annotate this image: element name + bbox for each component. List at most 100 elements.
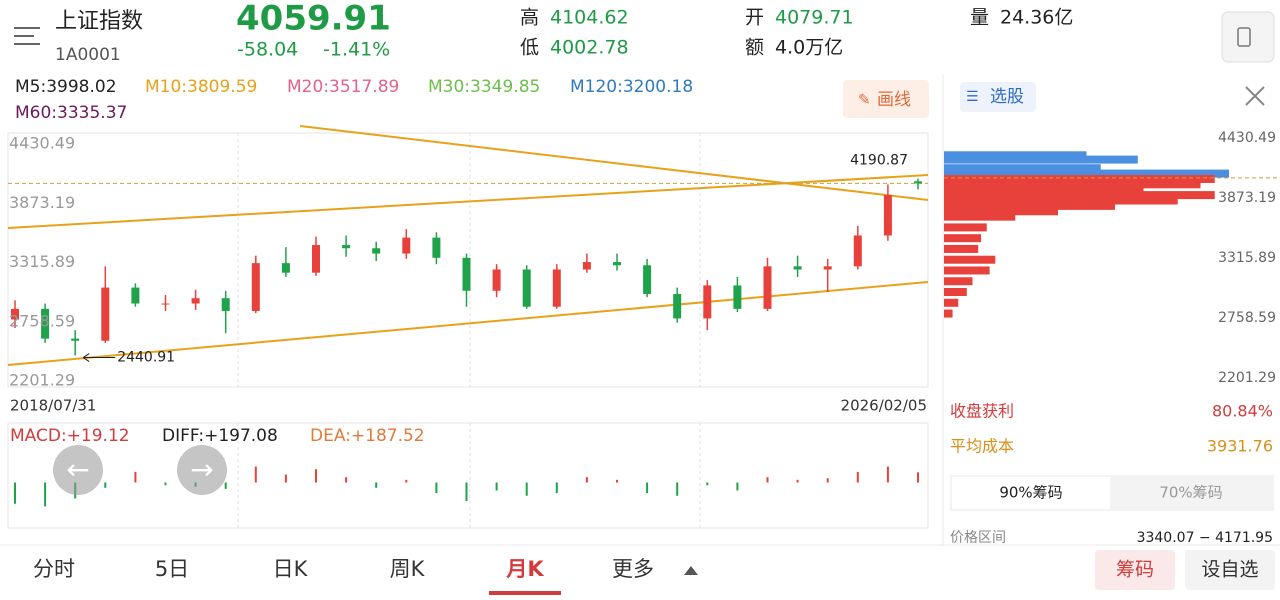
draw-label: 画线: [877, 90, 911, 110]
ma-label: M20:3517.89: [287, 77, 399, 97]
macd-bar: [525, 482, 528, 496]
watch-button[interactable]: [1185, 550, 1275, 590]
ma-label: M5:3998.02: [15, 77, 117, 97]
candle-body: [793, 266, 802, 270]
low-annotation: 2440.91: [117, 350, 175, 366]
range: 3340.07 − 4171.95: [1137, 530, 1273, 546]
scroll-button[interactable]: [177, 445, 227, 495]
bottom-tab[interactable]: 日K: [273, 557, 309, 581]
chip-bar: [944, 309, 953, 318]
chip-tab[interactable]: 70%筹码: [1159, 484, 1222, 502]
chip-bar: [944, 185, 1144, 194]
stat-value: 24.36亿: [1000, 7, 1073, 29]
scroll-arrow: →: [190, 453, 213, 486]
y-tick-label: 2201.29: [9, 371, 75, 390]
stat-label: 低: [520, 37, 539, 59]
stat-label: 开: [745, 7, 764, 29]
close-button[interactable]: [1245, 86, 1265, 106]
device-button[interactable]: [1221, 11, 1275, 63]
low-arrow: [82, 353, 116, 362]
menu-icon[interactable]: [14, 27, 40, 45]
bottom-bar: [0, 545, 1280, 596]
macd-bar: [435, 482, 438, 494]
candle-body: [643, 265, 652, 294]
chip-bar: [944, 277, 973, 286]
candle-body: [281, 263, 290, 273]
macd-bar: [646, 482, 649, 494]
macd-bar: [315, 469, 317, 483]
bottom-tab[interactable]: 周K: [390, 557, 426, 581]
candle-body: [733, 285, 742, 309]
more-arrow[interactable]: [684, 566, 698, 575]
chip-bar: [944, 266, 990, 275]
candle-body: [402, 237, 411, 254]
scroll-button[interactable]: [53, 445, 103, 495]
chip-bar: [944, 174, 1215, 183]
chip-bar: [944, 191, 1215, 200]
chip-bar: [944, 180, 1201, 189]
ma-label: M120:3200.18: [570, 77, 693, 97]
chip-bar: [944, 207, 1058, 216]
chip-bar: [944, 288, 967, 297]
macd-bar: [766, 477, 769, 483]
candle-body: [492, 269, 501, 291]
chip-bar: [944, 223, 987, 232]
pick-button[interactable]: [960, 82, 1036, 112]
change: -58.04: [237, 39, 298, 61]
profit: 80.84%: [1212, 402, 1273, 421]
draw-button[interactable]: [843, 80, 929, 118]
macd-bar: [736, 482, 739, 491]
y-tick-label: 3873.19: [9, 193, 75, 212]
stat-value: 4079.71: [775, 7, 854, 29]
macd-bar: [254, 466, 257, 483]
candle-body: [342, 245, 351, 249]
chip-bar: [944, 164, 1101, 173]
bottom-tab[interactable]: 5日: [155, 557, 189, 581]
chip-tick-label: 3873.19: [1218, 190, 1276, 206]
chip-tab-active[interactable]: [952, 477, 1110, 509]
ma-label: M60:3335.37: [15, 103, 127, 123]
high-annotation: 4190.87: [850, 153, 908, 169]
macd-bar: [465, 482, 468, 502]
macd-bar: [495, 482, 498, 491]
candle-body: [432, 237, 441, 258]
macd-bar: [555, 482, 558, 494]
chips-button[interactable]: [1095, 550, 1175, 590]
chip-tab[interactable]: 90%筹码: [999, 484, 1062, 502]
macd-bar: [676, 482, 679, 496]
stat-label: 额: [745, 37, 764, 59]
macd-bar: [826, 478, 829, 483]
candle-body: [161, 303, 170, 305]
range-label: 价格区间: [950, 530, 1006, 546]
macd-label: DEA:+187.52: [310, 426, 425, 446]
macd-bar: [164, 482, 167, 486]
end-date: 2026/02/05: [841, 397, 927, 415]
macd-bar: [917, 472, 919, 483]
macd-bar: [14, 482, 16, 504]
chip-bar: [944, 244, 979, 253]
macd-bar: [375, 482, 378, 488]
bottom-tab[interactable]: 分时: [33, 557, 75, 581]
chip-bar: [944, 196, 1178, 205]
chart-frame: [7, 132, 929, 388]
bottom-tab[interactable]: 更多: [612, 557, 654, 581]
candle-body: [613, 262, 621, 266]
candle-body: [522, 269, 531, 307]
macd-bar: [104, 482, 107, 488]
candle-body: [853, 235, 862, 267]
change-pct: -1.41%: [323, 39, 390, 61]
bottom-tab[interactable]: 月K: [505, 557, 544, 581]
y-tick-label: 4430.49: [9, 134, 75, 153]
cost-label: 平均成本: [950, 437, 1014, 456]
macd-bar: [224, 482, 227, 489]
ma-label: M10:3809.59: [145, 77, 257, 97]
candle-body: [101, 287, 110, 341]
candle-body: [703, 285, 712, 319]
stat-label: 高: [520, 7, 539, 29]
cost: 3931.76: [1207, 437, 1273, 456]
macd-bar: [345, 477, 348, 483]
candle-body: [372, 248, 381, 254]
device-icon: [1237, 27, 1251, 47]
